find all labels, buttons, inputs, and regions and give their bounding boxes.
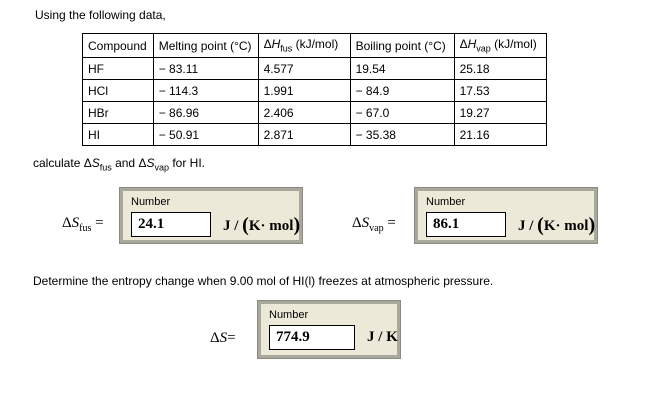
table-row: HCl − 114.3 1.991 − 84.9 17.53 xyxy=(82,79,547,102)
delta-s-label: ΔS= xyxy=(210,330,236,346)
table-header-row: Compound Melting point (°C) ΔHfus (kJ/mo… xyxy=(82,33,547,58)
header-dh-vap: ΔHvap (kJ/mol) xyxy=(453,33,547,58)
intro-text: Using the following data, xyxy=(35,8,166,22)
answer-panel-fus: Number J / (K· mol) xyxy=(120,188,302,243)
answer-input-total[interactable] xyxy=(269,325,355,350)
header-boiling-point: Boiling point (°C) xyxy=(349,33,455,58)
calc-instruction: calculate ΔSfus and ΔSvap for HI. xyxy=(33,156,206,173)
question-text: Determine the entropy change when 9.00 m… xyxy=(33,274,494,288)
number-field-label: Number xyxy=(131,196,171,208)
table-row: HI − 50.91 2.871 − 35.38 21.16 xyxy=(82,123,547,146)
value-row: J / (K· mol) xyxy=(131,212,300,237)
header-dh-fus: ΔHfus (kJ/mol) xyxy=(257,33,351,58)
header-compound: Compound xyxy=(82,33,154,58)
value-row: J / K xyxy=(269,325,398,350)
number-field-label: Number xyxy=(269,309,309,321)
unit-label: J / (K· mol) xyxy=(223,214,301,236)
value-row: J / (K· mol) xyxy=(426,212,595,237)
data-table: Compound Melting point (°C) ΔHfus (kJ/mo… xyxy=(82,33,547,146)
unit-label: J / (K· mol) xyxy=(518,214,596,236)
unit-label: J / K xyxy=(367,329,398,345)
answer-panel-vap: Number J / (K· mol) xyxy=(415,188,597,243)
number-field-label: Number xyxy=(426,196,466,208)
header-melting-point: Melting point (°C) xyxy=(152,33,259,58)
answer-input-vap[interactable] xyxy=(426,212,506,237)
answer-input-fus[interactable] xyxy=(131,212,211,237)
delta-s-vap-label: ΔSvap = xyxy=(352,215,400,234)
table-row: HBr − 86.96 2.406 − 67.0 19.27 xyxy=(82,101,547,124)
delta-s-fus-label: ΔSfus = xyxy=(62,215,108,234)
answer-panel-total: Number J / K xyxy=(258,301,400,358)
table-row: HF − 83.11 4.577 19.54 25.18 xyxy=(82,57,547,80)
